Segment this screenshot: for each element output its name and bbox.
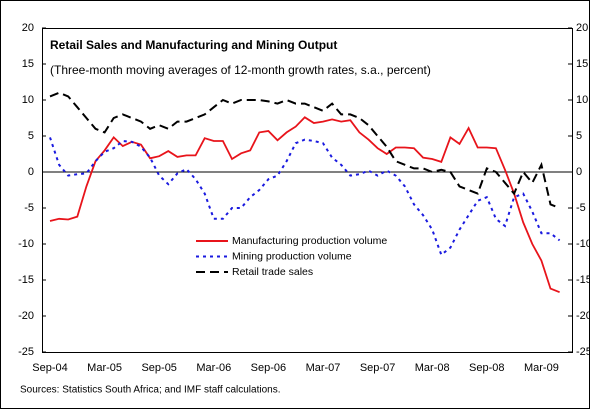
y-tick-label-right: -25 <box>576 346 590 358</box>
x-tick-label: Mar-06 <box>196 362 231 374</box>
x-tick-label: Sep-08 <box>469 362 504 374</box>
y-tick-label: 0 <box>28 166 34 178</box>
series-line <box>49 137 561 257</box>
y-tick-label-right: 10 <box>576 94 588 106</box>
x-tick-label: Sep-05 <box>141 362 176 374</box>
x-tick-label: Sep-06 <box>251 362 286 374</box>
y-tick-label-right: 15 <box>576 58 588 70</box>
legend: Manufacturing production volume Mining pr… <box>196 235 387 278</box>
y-tick-label-right: -15 <box>576 274 590 286</box>
y-tick-label: 10 <box>22 94 34 106</box>
x-tick-label: Sep-04 <box>32 362 67 374</box>
x-tick-label: Mar-05 <box>87 362 122 374</box>
y-tick-label: 20 <box>22 22 34 34</box>
x-tick-label: Mar-09 <box>524 362 559 374</box>
legend-label: Retail trade sales <box>232 266 313 278</box>
y-tick-label-right: 20 <box>576 22 588 34</box>
x-tick-label: Sep-07 <box>360 362 395 374</box>
y-tick-label: -10 <box>18 238 34 250</box>
legend-label: Manufacturing production volume <box>232 235 387 247</box>
y-tick-label: 5 <box>28 130 34 142</box>
y-tick-label: 15 <box>22 58 34 70</box>
chart-subtitle: (Three-month moving averages of 12-month… <box>50 63 431 77</box>
y-tick-label-right: 0 <box>576 166 582 178</box>
plot-frame <box>42 28 573 353</box>
series-line <box>49 116 560 294</box>
y-tick-label: -5 <box>24 202 34 214</box>
legend-label: Mining production volume <box>232 250 352 262</box>
chart-title: Retail Sales and Manufacturing and Minin… <box>50 38 337 52</box>
y-tick-label-right: -10 <box>576 238 590 250</box>
y-tick-label: -15 <box>18 274 34 286</box>
y-tick-label-right: 5 <box>576 130 582 142</box>
x-tick-label: Mar-07 <box>306 362 341 374</box>
y-tick-label: -20 <box>18 310 34 322</box>
y-tick-label: -25 <box>18 346 34 358</box>
y-tick-label-right: -20 <box>576 310 590 322</box>
y-tick-label-right: -5 <box>576 202 586 214</box>
x-tick-label: Mar-08 <box>415 362 450 374</box>
source-note: Sources: Statistics South Africa; and IM… <box>20 385 281 396</box>
series-line <box>49 91 560 209</box>
